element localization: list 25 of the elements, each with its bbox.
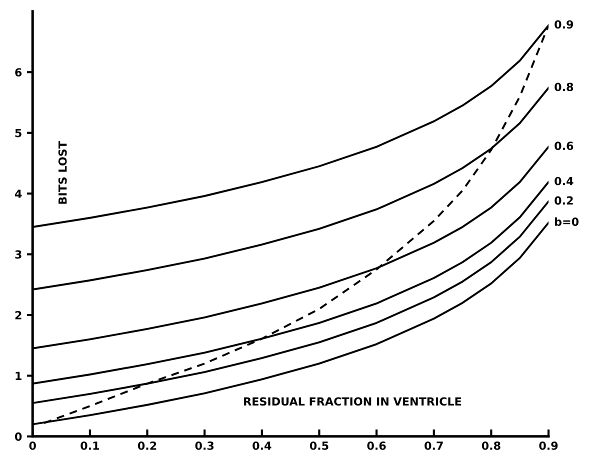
x-tick-label: 0.9 bbox=[539, 441, 558, 450]
x-tick-label: 0.2 bbox=[138, 441, 156, 450]
y-tick-label: 2 bbox=[15, 310, 22, 320]
y-tick-label: 4 bbox=[14, 190, 22, 198]
x-axis-title: RESIDUAL FRACTION IN VENTRICLE bbox=[244, 397, 462, 406]
y-tick-label: 5 bbox=[15, 128, 22, 138]
y-tick-label: 3 bbox=[15, 250, 22, 259]
y-tick-label: 0 bbox=[15, 432, 22, 441]
series-label: 0.2 bbox=[554, 196, 573, 205]
y-tick-label: 6 bbox=[15, 68, 22, 77]
series-label: 0.6 bbox=[554, 142, 574, 150]
x-tick-label: 0.4 bbox=[252, 441, 272, 450]
x-tick-label: 0.3 bbox=[195, 441, 214, 450]
x-tick-label: 0.6 bbox=[367, 441, 386, 450]
series-label: 0.8 bbox=[554, 82, 574, 92]
x-tick-label: 0.7 bbox=[424, 441, 443, 450]
series-label: 0.9 bbox=[554, 20, 574, 29]
y-tick-label: 1 bbox=[16, 372, 22, 380]
y-axis-title: BITS LOST bbox=[58, 141, 67, 204]
series-label: b=0 bbox=[555, 217, 579, 226]
x-tick-label: 0 bbox=[29, 441, 36, 450]
x-tick-label: 0.8 bbox=[482, 441, 500, 450]
x-tick-label: 0.1 bbox=[80, 441, 100, 450]
x-tick-label: 0.5 bbox=[310, 441, 328, 450]
series-label: 0.4 bbox=[554, 176, 574, 186]
